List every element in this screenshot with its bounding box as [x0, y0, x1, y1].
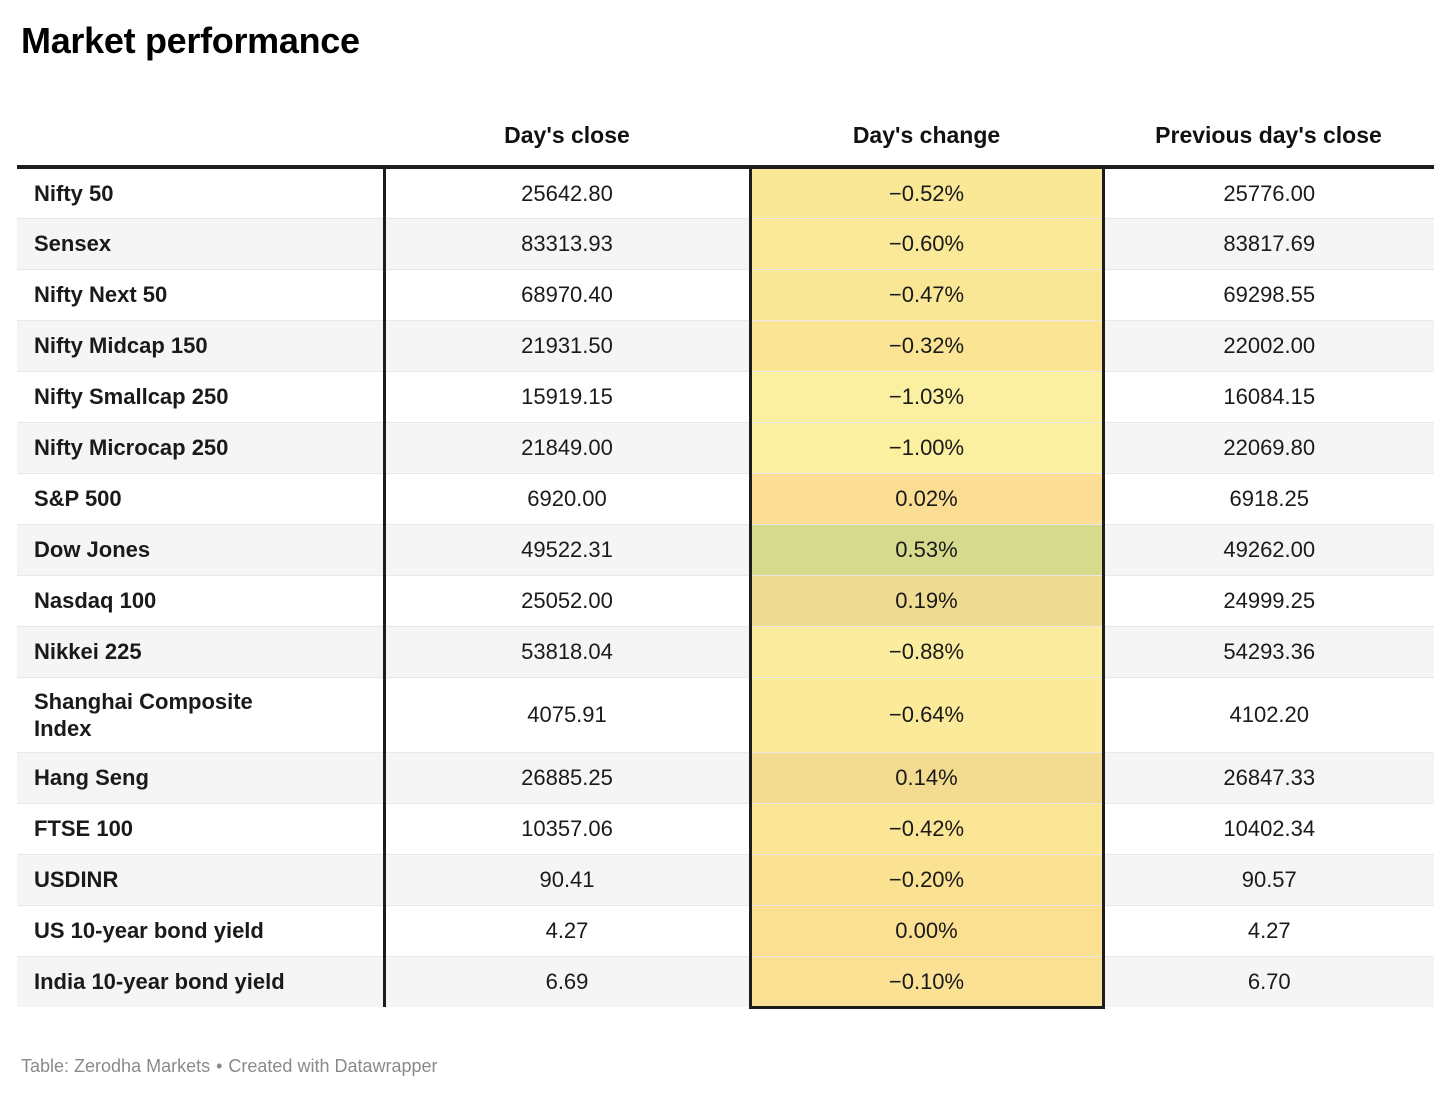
table-row: Nifty Microcap 250 21849.00 −1.00% 22069…	[17, 421, 1434, 473]
days-change-value: −0.64%	[748, 676, 1105, 752]
days-close-value: 21931.50	[382, 319, 750, 371]
previous-days-close-value: 6.70	[1103, 955, 1434, 1007]
table-body: Nifty 50 25642.80 −0.52% 25776.00 Sensex…	[17, 167, 1434, 1009]
previous-days-close-value: 16084.15	[1103, 370, 1434, 422]
row-label: Nasdaq 100	[17, 574, 384, 626]
days-close-value: 83313.93	[382, 217, 750, 269]
table-row: Nifty Next 50 68970.40 −0.47% 69298.55	[17, 268, 1434, 320]
days-close-value: 6.69	[382, 955, 750, 1007]
days-close-value: 15919.15	[382, 370, 750, 422]
table-row: Nifty Midcap 150 21931.50 −0.32% 22002.0…	[17, 319, 1434, 371]
previous-days-close-value: 54293.36	[1103, 625, 1434, 677]
days-close-value: 90.41	[382, 853, 750, 905]
previous-days-close-value: 25776.00	[1223, 180, 1316, 206]
previous-days-close-value: 6918.25	[1103, 472, 1434, 524]
days-change-value: −1.00%	[748, 421, 1105, 473]
header-row: Day's close Day's change Previous day's …	[17, 62, 1434, 169]
row-label: Nifty 50	[34, 180, 114, 206]
column-header-days-close: Day's close	[384, 62, 750, 169]
previous-days-close-value: 24999.25	[1103, 574, 1434, 626]
table-row: Sensex 83313.93 −0.60% 83817.69	[17, 217, 1434, 269]
column-header-previous-days-close: Previous day's close	[1103, 62, 1434, 169]
days-close-value: 53818.04	[382, 625, 750, 677]
days-change-value: −0.32%	[748, 319, 1105, 371]
datawrapper-credit: Created with Datawrapper	[228, 1055, 438, 1076]
table-row: FTSE 100 10357.06 −0.42% 10402.34	[17, 802, 1434, 854]
days-change-value: 0.19%	[748, 574, 1105, 626]
days-change-value: −0.10%	[748, 955, 1105, 1009]
row-label: Nifty Midcap 150	[17, 319, 384, 371]
days-change-value: −0.52%	[748, 167, 1105, 218]
days-change-value: −0.20%	[748, 853, 1105, 905]
table-row: Nikkei 225 53818.04 −0.88% 54293.36	[17, 625, 1434, 677]
previous-days-close-value: 69298.55	[1103, 268, 1434, 320]
row-label: Nifty Smallcap 250	[17, 370, 384, 422]
previous-days-close-value: 49262.00	[1103, 523, 1434, 575]
days-change-value: −0.47%	[748, 268, 1105, 320]
row-label: Shanghai Composite Index	[17, 676, 384, 752]
row-label: Hang Seng	[17, 751, 384, 803]
source-label: Table: Zerodha Markets	[21, 1055, 211, 1076]
column-header-blank	[17, 62, 384, 169]
row-label: FTSE 100	[17, 802, 384, 854]
days-close-value: 4.27	[382, 904, 750, 956]
days-change-value: 0.00%	[748, 904, 1105, 956]
table-row: S&P 500 6920.00 0.02% 6918.25	[17, 472, 1434, 524]
days-close-value: 25052.00	[382, 574, 750, 626]
previous-days-close-value: 90.57	[1103, 853, 1434, 905]
row-label: Dow Jones	[17, 523, 384, 575]
row-label: Nifty Microcap 250	[17, 421, 384, 473]
days-change-value: −1.03%	[748, 370, 1105, 422]
table-row: Hang Seng 26885.25 0.14% 26847.33	[17, 751, 1434, 803]
row-label: Nifty Next 50	[17, 268, 384, 320]
row-label: India 10-year bond yield	[17, 955, 384, 1007]
days-change-value: 0.53%	[748, 523, 1105, 575]
column-header-days-change: Day's change	[750, 62, 1103, 169]
table-row: Nifty 50 25642.80 −0.52% 25776.00	[17, 167, 1434, 218]
table-row: Shanghai Composite Index 4075.91 −0.64% …	[17, 676, 1434, 752]
table-row: Nifty Smallcap 250 15919.15 −1.03% 16084…	[17, 370, 1434, 422]
table-row: US 10-year bond yield 4.27 0.00% 4.27	[17, 904, 1434, 956]
previous-days-close-value: 4.27	[1103, 904, 1434, 956]
row-label: S&P 500	[17, 472, 384, 524]
page-title: Market performance	[21, 20, 360, 61]
footer-separator: •	[216, 1055, 223, 1076]
previous-days-close-value: 83817.69	[1103, 217, 1434, 269]
days-close-value: 26885.25	[382, 751, 750, 803]
days-change-value: −0.60%	[748, 217, 1105, 269]
days-close-value: 21849.00	[382, 421, 750, 473]
table-row: USDINR 90.41 −0.20% 90.57	[17, 853, 1434, 905]
previous-days-close-value: 22069.80	[1103, 421, 1434, 473]
days-change-value: 0.14%	[748, 751, 1105, 803]
previous-days-close-value: 10402.34	[1103, 802, 1434, 854]
previous-days-close-value: 26847.33	[1103, 751, 1434, 803]
previous-days-close-value: 22002.00	[1103, 319, 1434, 371]
previous-days-close-value: 4102.20	[1103, 676, 1434, 752]
row-label: USDINR	[17, 853, 384, 905]
row-label: Nikkei 225	[17, 625, 384, 677]
table-row: India 10-year bond yield 6.69 −0.10% 6.7…	[17, 955, 1434, 1009]
table-row: Nasdaq 100 25052.00 0.19% 24999.25	[17, 574, 1434, 626]
table-footer: Table: Zerodha Markets • Created with Data…	[21, 1055, 1434, 1077]
days-change-value: −0.42%	[748, 802, 1105, 854]
table-row: Dow Jones 49522.31 0.53% 49262.00	[17, 523, 1434, 575]
days-close-value: 4075.91	[382, 676, 750, 752]
market-performance-table: Day's close Day's change Previous day's …	[17, 62, 1434, 1009]
days-close-value: 68970.40	[382, 268, 750, 320]
days-close-value: 10357.06	[382, 802, 750, 854]
days-change-value: −0.88%	[748, 625, 1105, 677]
row-label: Sensex	[17, 217, 384, 269]
row-label: US 10-year bond yield	[17, 904, 384, 956]
days-close-value: 6920.00	[382, 472, 750, 524]
days-change-value: 0.02%	[748, 472, 1105, 524]
days-close-value: 25642.80	[382, 167, 750, 218]
days-close-value: 49522.31	[382, 523, 750, 575]
